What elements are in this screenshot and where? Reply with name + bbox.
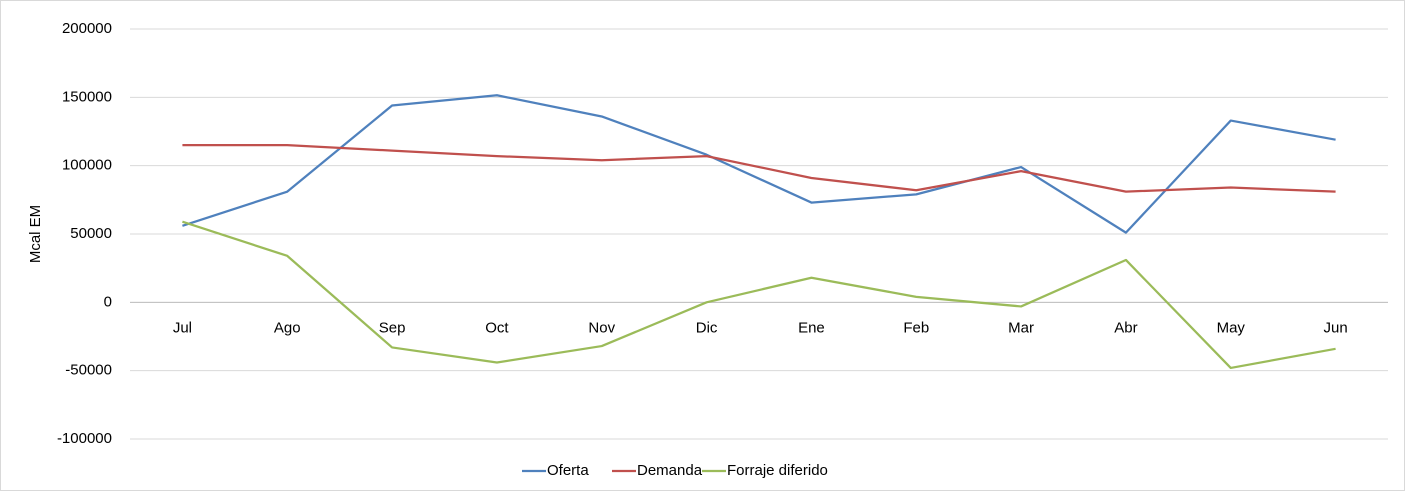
y-tick-label: 50000 (70, 225, 112, 242)
x-tick-label: Nov (588, 319, 615, 336)
series-line (182, 220, 1336, 370)
x-tick-label: Dic (696, 319, 718, 336)
x-tick-label: Feb (903, 319, 929, 336)
legend-label: Oferta (547, 462, 589, 479)
y-tick-label: 100000 (62, 157, 112, 174)
x-tick-label: Oct (485, 319, 509, 336)
legend-label: Forraje diferido (727, 462, 828, 479)
x-tick-label: Ago (274, 319, 301, 336)
x-tick-label: Jun (1323, 319, 1347, 336)
x-tick-label: Ene (798, 319, 825, 336)
x-tick-label: Abr (1114, 319, 1137, 336)
y-tick-label: 0 (104, 293, 112, 310)
y-tick-label: -100000 (57, 430, 112, 447)
y-tick-label: -50000 (65, 362, 112, 379)
legend-label: Demanda (637, 462, 703, 479)
series-line (182, 144, 1336, 193)
y-tick-label: 200000 (62, 20, 112, 37)
y-tick-label: 150000 (62, 88, 112, 105)
x-tick-label: Jul (173, 319, 192, 336)
x-tick-label: Sep (379, 319, 406, 336)
y-axis-label: Mcal EM (27, 205, 44, 263)
x-tick-label: May (1217, 319, 1246, 336)
series-line (182, 94, 1336, 234)
x-tick-label: Mar (1008, 319, 1034, 336)
